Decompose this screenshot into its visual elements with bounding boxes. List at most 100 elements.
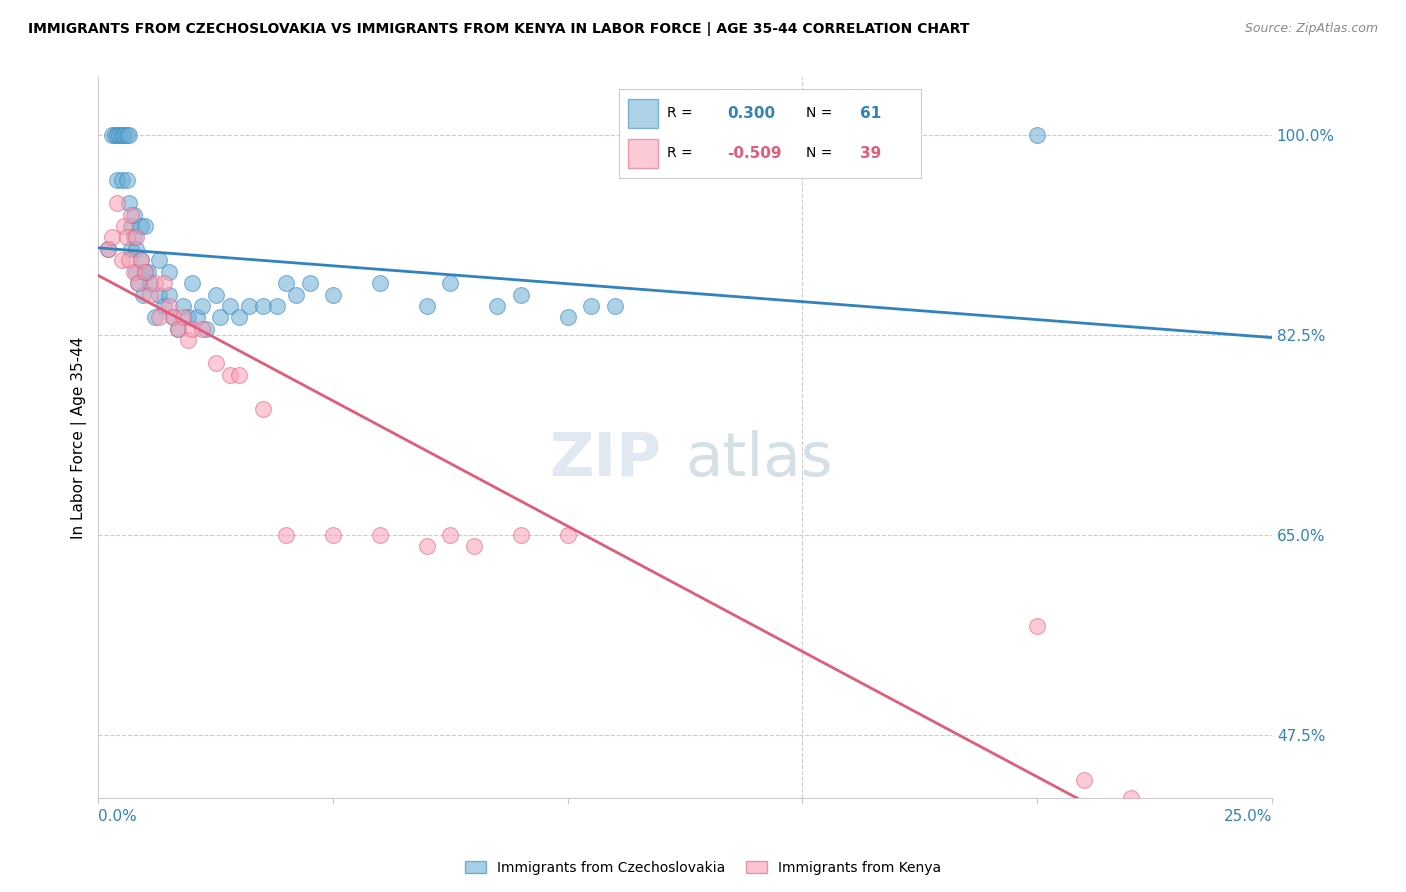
- Point: [238, 299, 260, 313]
- Point: [204, 356, 226, 370]
- Point: [167, 322, 190, 336]
- Point: [181, 322, 204, 336]
- Point: [209, 310, 232, 325]
- Point: [112, 128, 135, 142]
- Point: [115, 173, 138, 187]
- Point: [101, 128, 124, 142]
- Bar: [627, 139, 658, 168]
- Point: [120, 208, 142, 222]
- Point: [153, 299, 176, 313]
- Point: [190, 299, 212, 313]
- Text: 0.300: 0.300: [727, 106, 776, 120]
- Point: [122, 230, 145, 244]
- Point: [127, 276, 149, 290]
- Point: [1026, 619, 1049, 633]
- Text: 39: 39: [860, 146, 882, 161]
- Text: 25.0%: 25.0%: [1223, 809, 1272, 824]
- Point: [162, 310, 184, 325]
- Point: [157, 265, 180, 279]
- Text: N =: N =: [806, 146, 837, 161]
- Point: [486, 299, 509, 313]
- Point: [463, 539, 485, 553]
- Point: [122, 208, 145, 222]
- Point: [157, 287, 180, 301]
- Point: [439, 276, 461, 290]
- Point: [298, 276, 321, 290]
- Point: [195, 322, 218, 336]
- Point: [252, 299, 274, 313]
- Point: [111, 128, 134, 142]
- Text: ZIP: ZIP: [550, 430, 662, 489]
- Point: [557, 527, 579, 541]
- Point: [186, 310, 208, 325]
- Point: [143, 276, 166, 290]
- Point: [118, 196, 141, 211]
- Point: [148, 287, 170, 301]
- Point: [181, 276, 204, 290]
- Legend: Immigrants from Czechoslovakia, Immigrants from Kenya: Immigrants from Czechoslovakia, Immigran…: [460, 855, 946, 880]
- Point: [581, 299, 603, 313]
- Point: [603, 299, 626, 313]
- Text: R =: R =: [666, 106, 697, 120]
- Point: [111, 173, 134, 187]
- Point: [218, 368, 240, 382]
- Text: atlas: atlas: [685, 430, 832, 489]
- Text: Source: ZipAtlas.com: Source: ZipAtlas.com: [1244, 22, 1378, 36]
- Point: [1073, 773, 1095, 788]
- Point: [104, 128, 127, 142]
- Text: N =: N =: [806, 106, 837, 120]
- Point: [105, 173, 128, 187]
- Point: [134, 219, 156, 233]
- Point: [115, 230, 138, 244]
- Text: IMMIGRANTS FROM CZECHOSLOVAKIA VS IMMIGRANTS FROM KENYA IN LABOR FORCE | AGE 35-: IMMIGRANTS FROM CZECHOSLOVAKIA VS IMMIGR…: [28, 22, 970, 37]
- Point: [557, 310, 579, 325]
- Point: [148, 253, 170, 268]
- Point: [134, 265, 156, 279]
- Point: [122, 265, 145, 279]
- Point: [129, 253, 152, 268]
- Point: [167, 322, 190, 336]
- Point: [157, 299, 180, 313]
- Point: [368, 276, 391, 290]
- Point: [322, 527, 344, 541]
- Text: 0.0%: 0.0%: [98, 809, 138, 824]
- Text: -0.509: -0.509: [727, 146, 782, 161]
- Point: [129, 253, 152, 268]
- Point: [134, 265, 156, 279]
- Point: [172, 310, 194, 325]
- Point: [368, 527, 391, 541]
- Point: [153, 276, 176, 290]
- Point: [204, 287, 226, 301]
- Point: [162, 310, 184, 325]
- Point: [228, 368, 250, 382]
- Point: [252, 401, 274, 416]
- Point: [172, 299, 194, 313]
- Text: R =: R =: [666, 146, 697, 161]
- Point: [118, 253, 141, 268]
- Bar: [627, 99, 658, 128]
- Point: [274, 527, 297, 541]
- Point: [139, 287, 162, 301]
- Point: [416, 299, 439, 313]
- Point: [125, 265, 148, 279]
- Point: [111, 253, 134, 268]
- Point: [118, 128, 141, 142]
- Point: [176, 310, 198, 325]
- Point: [266, 299, 288, 313]
- Point: [97, 242, 120, 256]
- Point: [139, 276, 162, 290]
- Point: [129, 219, 152, 233]
- Point: [322, 287, 344, 301]
- Point: [105, 196, 128, 211]
- Point: [274, 276, 297, 290]
- Point: [132, 287, 155, 301]
- Point: [112, 219, 135, 233]
- Text: 61: 61: [860, 106, 882, 120]
- Point: [143, 310, 166, 325]
- Point: [284, 287, 307, 301]
- Point: [97, 242, 120, 256]
- Point: [228, 310, 250, 325]
- Point: [509, 287, 531, 301]
- Point: [120, 219, 142, 233]
- Point: [1119, 790, 1142, 805]
